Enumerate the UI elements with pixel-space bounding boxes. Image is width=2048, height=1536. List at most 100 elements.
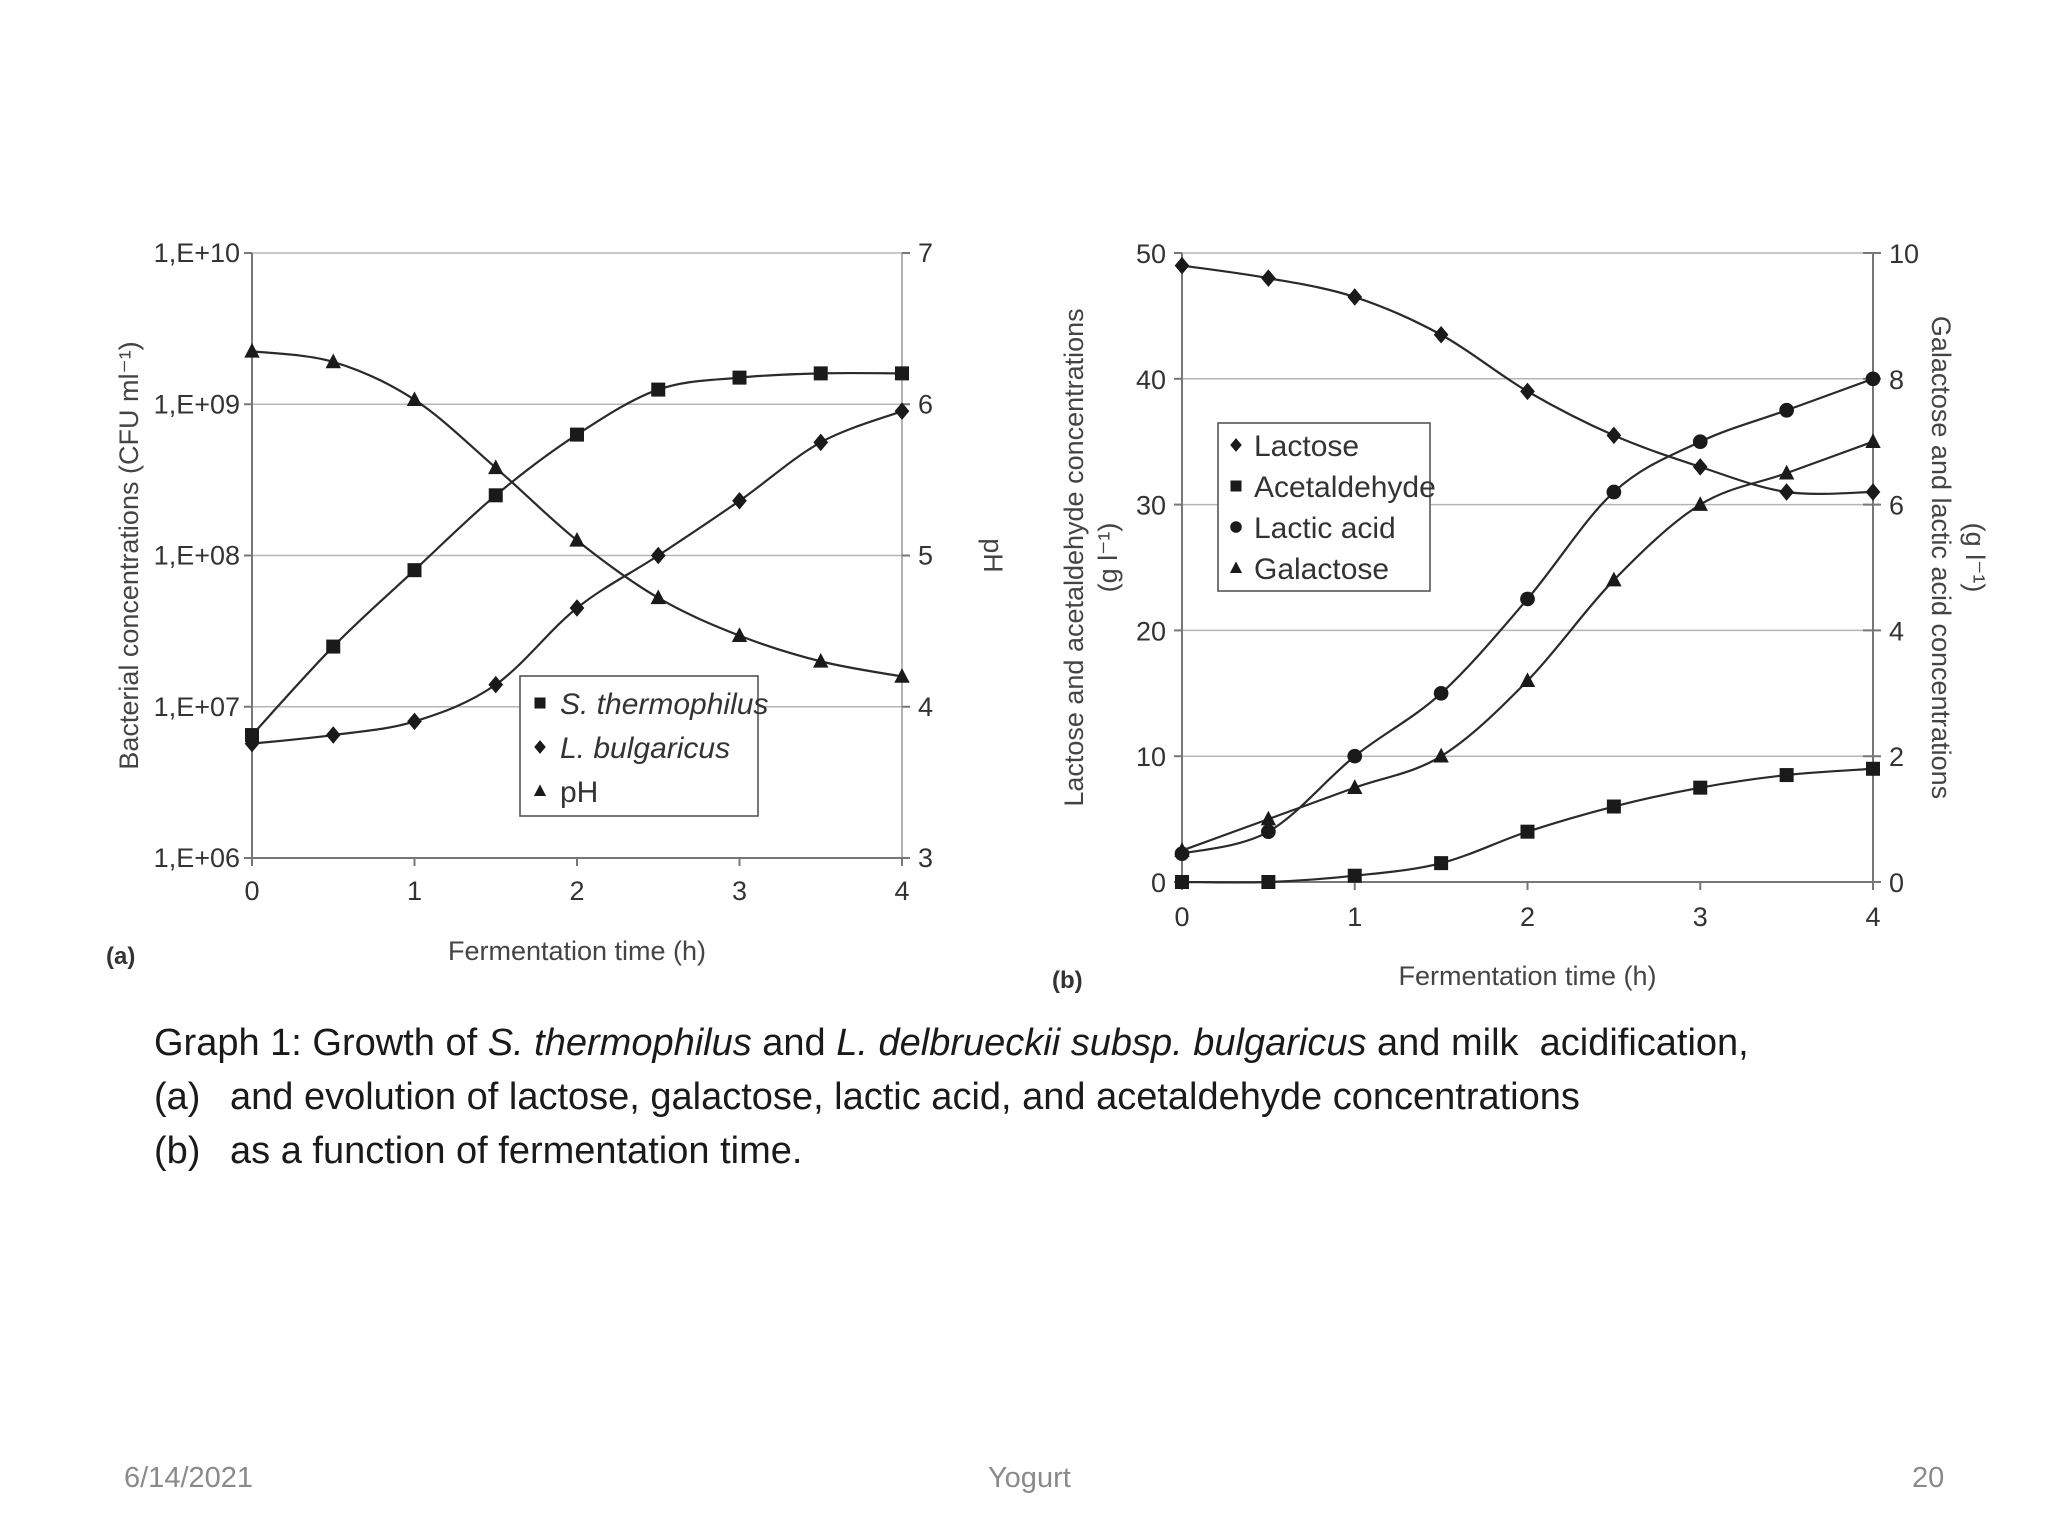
y2-axis-title: Galactose and lactic acid concentrations <box>1926 316 1956 799</box>
legend-marker <box>533 784 547 796</box>
x-tick-label: 2 <box>569 876 584 906</box>
data-point <box>1433 747 1449 763</box>
data-point <box>650 589 666 605</box>
footer-date: 6/14/2021 <box>124 1462 254 1494</box>
data-point <box>407 563 422 578</box>
y2-tick-label: 3 <box>918 843 933 873</box>
caption-line-1: Graph 1: Growth of S. thermophilus and L… <box>154 1016 1994 1070</box>
series-s-thermophilus <box>245 366 909 743</box>
legend-label: S. thermophilus <box>560 688 768 721</box>
data-point <box>570 427 584 442</box>
data-point <box>1261 824 1276 840</box>
series-line <box>251 350 903 678</box>
y-tick-label: 20 <box>1136 616 1166 646</box>
data-point <box>569 599 585 617</box>
data-point <box>325 353 341 369</box>
data-point <box>1865 371 1881 387</box>
data-point <box>1778 464 1795 480</box>
y2-tick-label: 7 <box>918 238 933 268</box>
data-point <box>407 712 422 731</box>
figure-caption: Graph 1: Growth of S. thermophilus and L… <box>154 1016 1994 1178</box>
y2-tick-label: 10 <box>1889 239 1919 269</box>
x-tick-label: 4 <box>894 876 909 906</box>
data-point <box>731 627 748 642</box>
caption-text: and <box>751 1022 837 1064</box>
panel-label-b: (b) <box>1052 967 1083 994</box>
series-acetaldehyde <box>1175 761 1880 889</box>
data-point <box>1779 402 1794 418</box>
x-axis-title: Fermentation time (h) <box>448 936 706 966</box>
data-point <box>244 734 260 753</box>
y2-tick-label: 4 <box>1889 616 1904 646</box>
y-tick-label: 0 <box>1151 868 1166 898</box>
x-tick-label: 1 <box>1347 902 1362 932</box>
data-point <box>1606 484 1622 500</box>
y2-tick-label: 0 <box>1889 868 1904 898</box>
data-point <box>1606 799 1621 814</box>
data-point <box>651 382 666 397</box>
x-tick-label: 4 <box>1865 902 1880 932</box>
chart-b: 0 10 20 30 40 50 0 2 4 6 8 10 0 1 2 3 4 Fermentation time… <box>1052 239 1990 994</box>
data-point <box>1175 875 1189 889</box>
data-point <box>1261 269 1276 287</box>
data-point <box>1261 875 1276 889</box>
data-point <box>1520 824 1535 839</box>
data-point <box>1260 810 1277 826</box>
panel-label-a: (a) <box>106 943 135 970</box>
y2-axis-title: pH <box>978 538 1008 573</box>
data-point <box>569 531 585 547</box>
caption-species-1: S. thermophilus <box>487 1022 752 1064</box>
y-tick-label: 10 <box>1136 742 1166 772</box>
caption-line-3: (b) as a function of fermentation time. <box>154 1124 1994 1178</box>
data-point <box>1174 256 1190 275</box>
data-point <box>1692 496 1708 511</box>
y2-axis-title-units: (g l⁻¹) <box>1960 523 1990 593</box>
data-point <box>1520 591 1535 607</box>
y-axis-title: Lactose and acetaldehyde concentrations <box>1059 308 1089 806</box>
data-point <box>1865 483 1881 501</box>
y2-tick-label: 2 <box>1889 742 1904 772</box>
data-point <box>1606 571 1622 587</box>
caption-text: as a function of fermentation time. <box>230 1130 803 1172</box>
series-lactose <box>1174 256 1881 501</box>
data-point <box>1520 382 1535 401</box>
legend-label: Acetaldehyde <box>1254 471 1436 504</box>
data-point <box>406 391 423 407</box>
series-galactose <box>1174 433 1881 857</box>
legend-label: Lactic acid <box>1254 512 1396 545</box>
caption-marker-a: (a) <box>154 1076 201 1118</box>
data-point <box>1347 779 1363 794</box>
legend-a: S. thermophilus L. bulgaricus pH <box>519 675 768 817</box>
legend-marker <box>1230 521 1242 533</box>
legend-marker <box>1229 561 1243 573</box>
caption-text: and milk acidification, <box>1366 1022 1749 1064</box>
y2-tick-label: 6 <box>1889 491 1904 521</box>
data-point <box>1347 748 1363 764</box>
data-point <box>1865 433 1881 448</box>
data-point <box>895 366 909 381</box>
data-point <box>813 652 829 668</box>
legend-label: pH <box>560 776 598 809</box>
caption-text: Graph 1: Growth of <box>154 1022 488 1064</box>
caption-line-2: (a) and evolution of lactose, galactose, … <box>154 1070 1994 1124</box>
series-line <box>251 371 903 736</box>
data-point <box>1347 868 1362 883</box>
y-axis-title: Bacterial concentrations (CFU ml⁻¹) <box>114 341 144 769</box>
caption-marker-b: (b) <box>154 1130 201 1172</box>
legend-marker <box>1230 438 1242 452</box>
data-point <box>1433 685 1449 701</box>
y-tick-label: 1,E+09 <box>154 389 240 419</box>
series-l-bulgaricus <box>244 402 910 753</box>
y2-tick-label: 5 <box>918 541 933 571</box>
data-point <box>325 726 341 744</box>
data-point <box>1693 780 1708 795</box>
y-tick-label: 1,E+06 <box>154 843 240 873</box>
legend-box <box>1217 422 1431 592</box>
y-tick-label: 1,E+08 <box>154 541 240 571</box>
data-point <box>1779 483 1794 501</box>
x-tick-label: 0 <box>244 876 259 906</box>
legend-box <box>519 675 759 817</box>
data-point <box>488 459 504 475</box>
x-tick-label: 0 <box>1174 902 1189 932</box>
